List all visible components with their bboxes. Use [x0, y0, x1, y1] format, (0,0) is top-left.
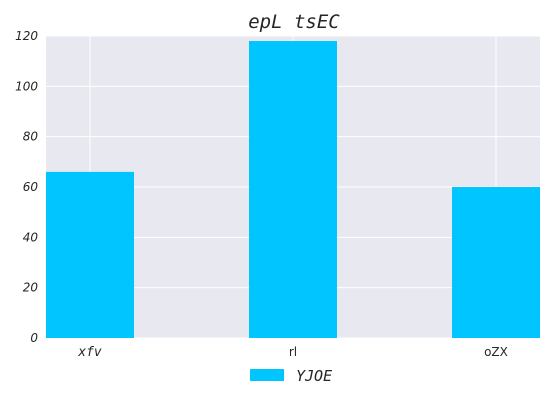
bars-layer	[46, 41, 540, 339]
y-tick-label: 0	[30, 331, 38, 345]
y-tick-label: 20	[23, 281, 39, 295]
bar-xfv	[46, 171, 134, 338]
x-tick-label: xfv	[77, 345, 102, 360]
legend: YJOE	[250, 367, 332, 385]
chart-title: epL tsEC	[248, 11, 340, 33]
x-axis-ticks: xfv rl oZX	[77, 345, 508, 360]
y-axis-ticks: 0 20 40 60 80 100 120	[15, 29, 38, 345]
x-tick-label: rl	[289, 345, 297, 359]
y-tick-label: 120	[15, 29, 38, 43]
bar-rl	[249, 41, 337, 339]
y-tick-label: 40	[23, 230, 39, 244]
legend-swatch	[250, 369, 284, 381]
y-tick-label: 80	[23, 130, 39, 144]
y-tick-label: 100	[15, 79, 38, 93]
x-tick-label: oZX	[484, 345, 508, 359]
legend-label: YJOE	[296, 367, 332, 385]
bar-oZX	[452, 187, 540, 338]
y-tick-label: 60	[23, 180, 39, 194]
